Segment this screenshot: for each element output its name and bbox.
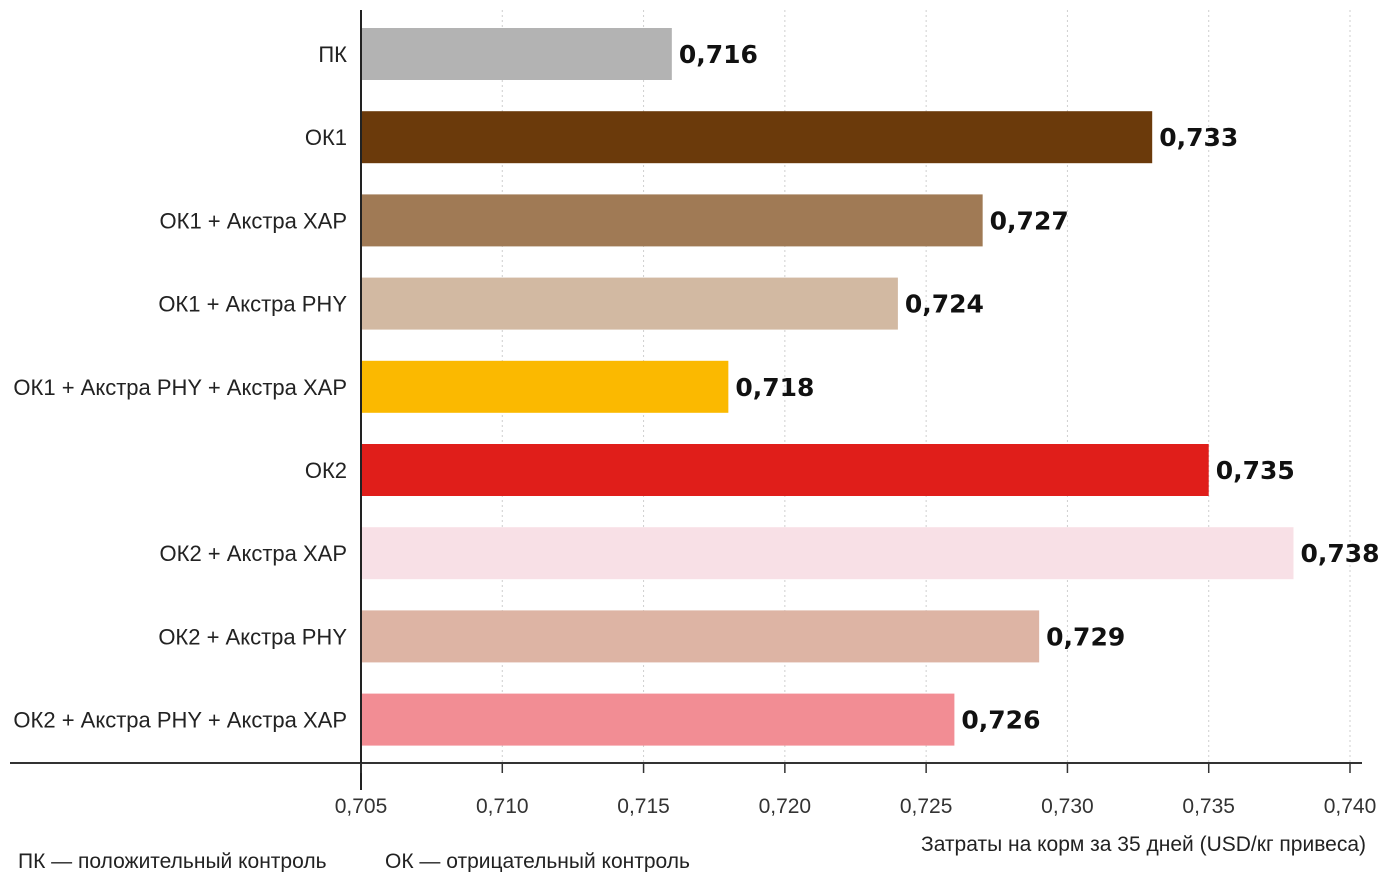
tick-labels: 0,705 0,710 0,715 0,720 0,725 0,730 0,735 0,740 <box>335 795 1377 818</box>
category-label: ОК1 <box>305 125 347 150</box>
category-label: ОК2 + Акстра PHY <box>158 624 347 649</box>
axes <box>10 10 1362 790</box>
value-label: 0,733 <box>1159 123 1238 152</box>
category-label: ОК2 + Акстра PHY + Акстра XAP <box>13 708 347 733</box>
bar <box>361 277 898 330</box>
tick-label: 0,735 <box>1182 795 1235 818</box>
bar <box>361 444 1209 496</box>
legend-negative-control: ОК — отрицательный контроль <box>385 850 690 872</box>
tick-label: 0,710 <box>476 795 529 818</box>
tick-label: 0,730 <box>1041 795 1094 818</box>
value-label: 0,735 <box>1216 456 1295 485</box>
tick-label: 0,725 <box>900 795 953 818</box>
category-label: ОК1 + Акстра XAP <box>160 208 347 233</box>
legend-positive-control: ПК — положительный контроль <box>18 850 327 872</box>
category-label: ОК2 <box>305 458 347 483</box>
bar <box>361 610 1040 663</box>
value-label: 0,724 <box>905 290 984 319</box>
x-axis-title: Затраты на корм за 35 дней (USD/кг приве… <box>921 833 1366 856</box>
tick-label: 0,720 <box>759 795 812 818</box>
tick-label: 0,740 <box>1324 795 1377 818</box>
category-labels: ПК ОК1 ОК1 + Акстра XAP ОК1 + Акстра PHY ОК1… <box>13 42 347 733</box>
category-label: ОК2 + Акстра XAP <box>160 541 347 566</box>
tick-label: 0,705 <box>335 795 388 818</box>
value-label: 0,738 <box>1300 539 1379 568</box>
bars <box>361 28 1294 746</box>
value-label: 0,726 <box>961 706 1040 735</box>
category-label: ПК <box>318 42 347 67</box>
category-label: ОК1 + Акстра PHY + Акстра XAP <box>13 375 347 400</box>
tick-label: 0,715 <box>617 795 670 818</box>
bar <box>361 194 983 247</box>
bar <box>361 111 1153 164</box>
value-labels: 0,716 0,733 0,727 0,724 0,718 0,735 0,738 0,729… <box>679 40 1380 735</box>
bar <box>361 28 672 80</box>
bar <box>361 527 1294 580</box>
bar <box>361 693 955 746</box>
category-label: ОК1 + Акстра PHY <box>158 292 347 317</box>
value-label: 0,716 <box>679 40 758 69</box>
value-label: 0,729 <box>1046 622 1125 651</box>
value-label: 0,727 <box>990 206 1069 235</box>
bar <box>361 360 729 413</box>
value-label: 0,718 <box>735 373 814 402</box>
